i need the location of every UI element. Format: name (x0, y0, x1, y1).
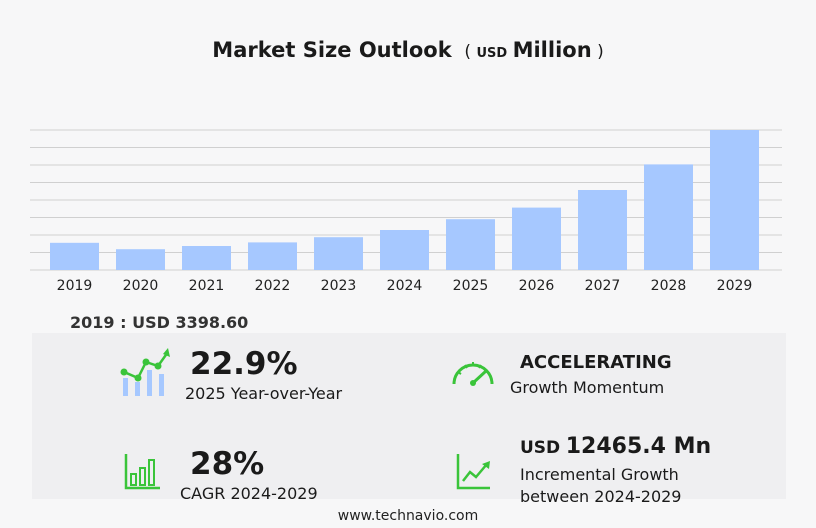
kpi-momentum-value: ACCELERATING (520, 352, 672, 373)
x-tick-label-2025: 2025 (453, 278, 489, 294)
x-tick-label-2024: 2024 (387, 278, 423, 294)
x-tick-label-2023: 2023 (321, 278, 357, 294)
bar-2022 (248, 242, 297, 270)
speedometer-icon (452, 362, 494, 386)
unit-scale: Million (512, 38, 592, 62)
kpi-incremental-value: USD 12465.4 Mn (520, 434, 711, 459)
bar-chart-growth-icon (124, 454, 160, 490)
x-tick-label-2019: 2019 (57, 278, 93, 294)
kpi-yoy-value: 22.9% (190, 346, 298, 382)
footer-url: www.technavio.com (337, 508, 479, 524)
bar-2020 (116, 249, 165, 270)
bar-2028 (644, 164, 693, 270)
bar-2024 (380, 230, 429, 270)
kpi-incremental-label-1: Incremental Growth (520, 465, 679, 484)
kpi-yoy-label: 2025 Year-over-Year (185, 384, 343, 403)
x-tick-label-2027: 2027 (585, 278, 621, 294)
x-tick-label-2026: 2026 (519, 278, 555, 294)
kpi-incremental-label-2: between 2024-2029 (520, 487, 682, 506)
x-tick-label-2020: 2020 (123, 278, 159, 294)
x-tick-label-2028: 2028 (651, 278, 687, 294)
x-tick-label-2022: 2022 (255, 278, 291, 294)
x-tick-label-2021: 2021 (189, 278, 225, 294)
bar-2025 (446, 219, 495, 270)
chart-title-main: Market Size Outlook (212, 38, 452, 62)
bar-2019 (50, 242, 99, 270)
x-tick-label-2029: 2029 (717, 278, 753, 294)
bar-2029 (710, 130, 759, 270)
baseline-value: 2019 : USD 3398.60 (70, 313, 249, 332)
bar-2026 (512, 207, 561, 270)
bar-line-growth-icon (120, 348, 170, 396)
unit-currency: USD (476, 46, 508, 61)
chart-title-unit: ( USD Million ) (464, 38, 604, 62)
kpi-momentum-label: Growth Momentum (510, 378, 665, 397)
kpi-cagr-label: CAGR 2024-2029 (180, 484, 318, 503)
kpi-incremental-amount: 12465.4 Mn (565, 434, 712, 459)
kpi-cagr-value: 28% (190, 446, 265, 482)
chart-title: Market Size Outlook ( USD Million ) (0, 38, 816, 62)
bar-2021 (182, 246, 231, 270)
kpi-incremental-unit: USD (520, 438, 561, 458)
bar-2023 (314, 237, 363, 270)
kpi-panel (32, 333, 786, 499)
bar-2027 (578, 190, 627, 270)
line-chart-growth-icon (456, 454, 490, 490)
bar-chart: 2019 2020 2021 2022 2023 2024 2025 2026 2027 2028… (30, 129, 782, 294)
